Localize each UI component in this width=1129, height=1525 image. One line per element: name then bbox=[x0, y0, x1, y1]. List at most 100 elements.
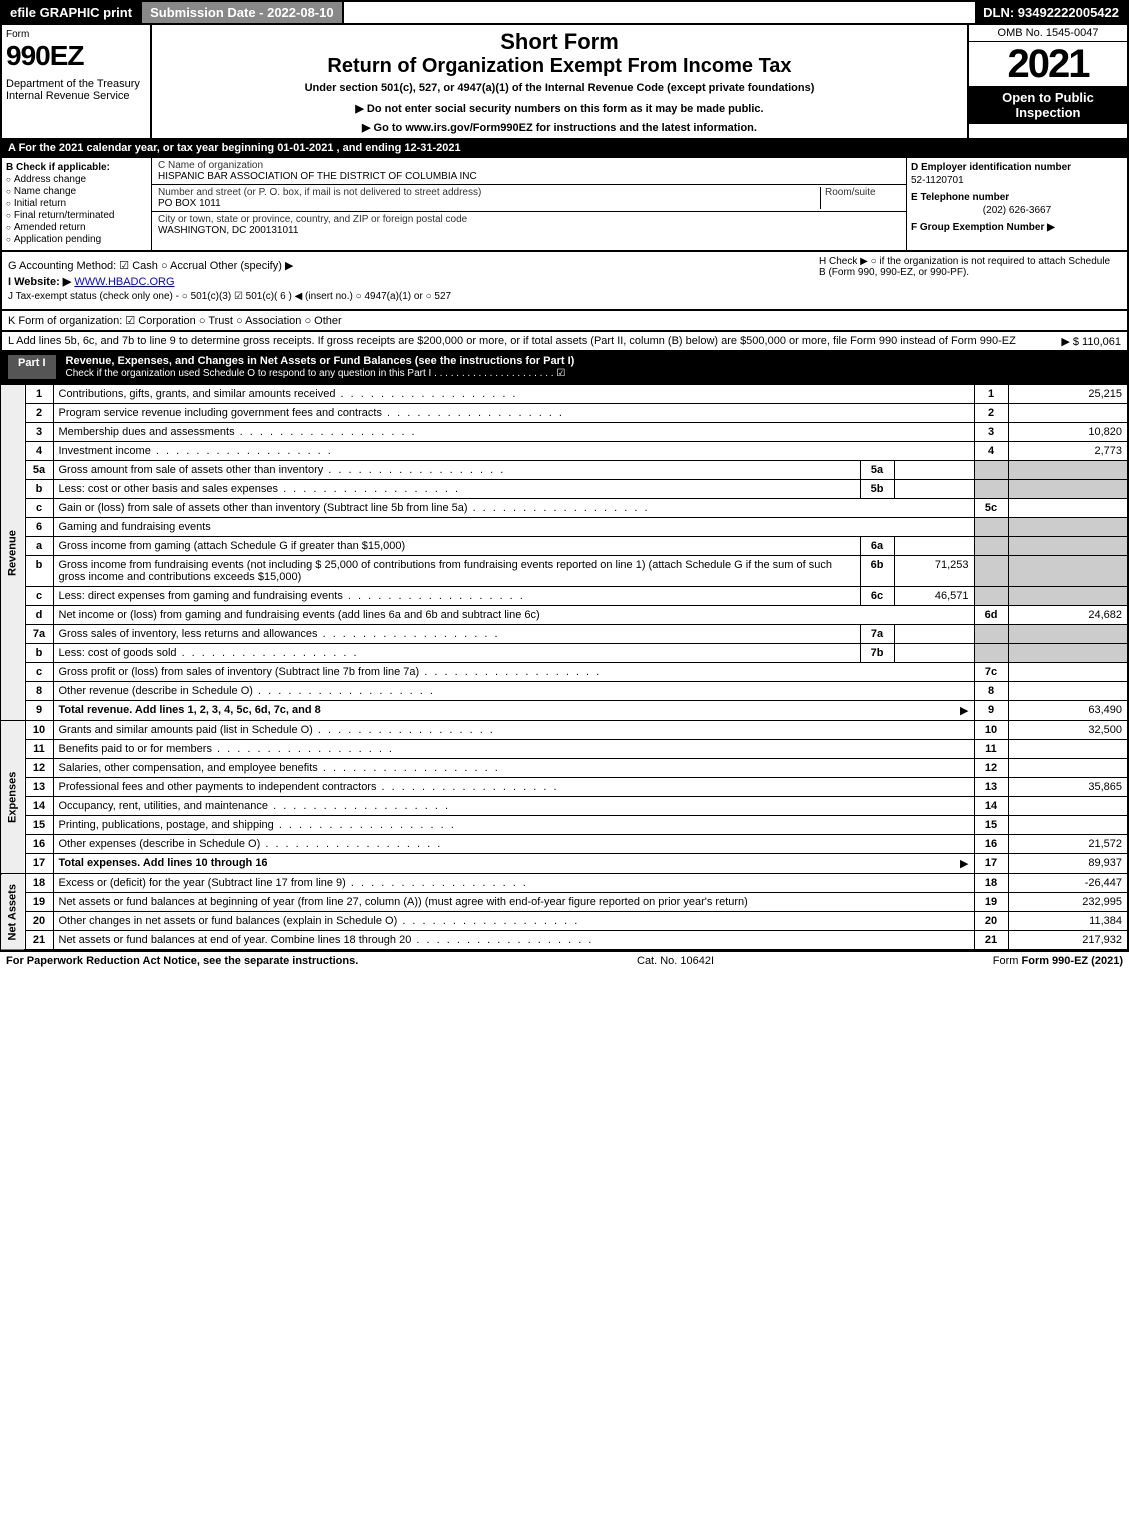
line-desc: Gross amount from sale of assets other t… bbox=[53, 461, 860, 480]
footer-mid: Cat. No. 10642I bbox=[637, 955, 714, 967]
shade bbox=[1008, 480, 1128, 499]
header-center: Short Form Return of Organization Exempt… bbox=[152, 25, 967, 138]
line-rnum: 16 bbox=[974, 835, 1008, 854]
shade bbox=[974, 644, 1008, 663]
line-desc: Salaries, other compensation, and employ… bbox=[53, 759, 974, 778]
line-amt bbox=[1008, 740, 1128, 759]
subval bbox=[894, 625, 974, 644]
line-rnum: 17 bbox=[974, 854, 1008, 874]
shade bbox=[1008, 625, 1128, 644]
check-name-change[interactable]: Name change bbox=[6, 186, 147, 197]
subval: 71,253 bbox=[894, 556, 974, 587]
line-amt: 217,932 bbox=[1008, 931, 1128, 951]
line-amt: 63,490 bbox=[1008, 701, 1128, 721]
c-city-label: City or town, state or province, country… bbox=[158, 214, 467, 225]
tax-year: 2021 bbox=[969, 42, 1127, 86]
subcol: 5a bbox=[860, 461, 894, 480]
line-desc: Gross income from fundraising events (no… bbox=[53, 556, 860, 587]
line-desc: Other changes in net assets or fund bala… bbox=[53, 912, 974, 931]
subval: 46,571 bbox=[894, 587, 974, 606]
line-rnum: 10 bbox=[974, 721, 1008, 740]
line-amt bbox=[1008, 816, 1128, 835]
check-final-return[interactable]: Final return/terminated bbox=[6, 210, 147, 221]
line-amt: 32,500 bbox=[1008, 721, 1128, 740]
line-rnum: 21 bbox=[974, 931, 1008, 951]
ein-value: 52-1120701 bbox=[911, 175, 1123, 186]
do-not-note: ▶ Do not enter social security numbers o… bbox=[160, 102, 959, 115]
tel-value: (202) 626-3667 bbox=[911, 205, 1123, 216]
department: Department of the Treasury Internal Reve… bbox=[6, 78, 146, 102]
line-desc: Investment income bbox=[53, 442, 974, 461]
shade bbox=[1008, 518, 1128, 537]
line-desc: Benefits paid to or for members bbox=[53, 740, 974, 759]
c-name-label: C Name of organization bbox=[158, 160, 263, 171]
footer-left: For Paperwork Reduction Act Notice, see … bbox=[6, 955, 358, 967]
l-amount: ▶ $ 110,061 bbox=[1061, 335, 1121, 348]
footer-form: Form 990-EZ (2021) bbox=[1022, 955, 1123, 967]
line-rnum: 5c bbox=[974, 499, 1008, 518]
line-amt: -26,447 bbox=[1008, 874, 1128, 893]
line-rnum: 7c bbox=[974, 663, 1008, 682]
part1-check: Check if the organization used Schedule … bbox=[66, 368, 566, 379]
line-amt bbox=[1008, 797, 1128, 816]
subval bbox=[894, 461, 974, 480]
efile-label[interactable]: efile GRAPHIC print bbox=[2, 2, 142, 23]
part1-label: Part I bbox=[8, 355, 56, 379]
check-initial-return[interactable]: Initial return bbox=[6, 198, 147, 209]
line-desc: Contributions, gifts, grants, and simila… bbox=[53, 385, 974, 404]
topbar: efile GRAPHIC print Submission Date - 20… bbox=[0, 0, 1129, 25]
submission-date: Submission Date - 2022-08-10 bbox=[142, 2, 344, 23]
form-header: Form 990EZ Department of the Treasury In… bbox=[0, 25, 1129, 140]
line-desc: Net assets or fund balances at end of ye… bbox=[53, 931, 974, 951]
line-rnum: 18 bbox=[974, 874, 1008, 893]
line-amt bbox=[1008, 404, 1128, 423]
k-row: K Form of organization: ☑ Corporation ○ … bbox=[0, 311, 1129, 332]
row-a: A For the 2021 calendar year, or tax yea… bbox=[0, 140, 1129, 158]
form-label: Form bbox=[6, 29, 146, 40]
website-link[interactable]: WWW.HBADC.ORG bbox=[74, 276, 174, 288]
subcol: 6c bbox=[860, 587, 894, 606]
shade bbox=[1008, 587, 1128, 606]
line-desc: Program service revenue including govern… bbox=[53, 404, 974, 423]
line-desc: Membership dues and assessments bbox=[53, 423, 974, 442]
check-address-change[interactable]: Address change bbox=[6, 174, 147, 185]
line-rnum: 4 bbox=[974, 442, 1008, 461]
shade bbox=[1008, 644, 1128, 663]
line-rnum: 8 bbox=[974, 682, 1008, 701]
shade bbox=[1008, 556, 1128, 587]
line-rnum: 14 bbox=[974, 797, 1008, 816]
subval bbox=[894, 480, 974, 499]
line-num: 1 bbox=[25, 385, 53, 404]
line-desc: Gross profit or (loss) from sales of inv… bbox=[53, 663, 974, 682]
header-right: OMB No. 1545-0047 2021 Open to Public In… bbox=[967, 25, 1127, 138]
group-exemption: F Group Exemption Number ▶ bbox=[911, 222, 1123, 233]
check-pending[interactable]: Application pending bbox=[6, 234, 147, 245]
i-label: I Website: ▶ bbox=[8, 276, 71, 288]
section-d: D Employer identification number 52-1120… bbox=[907, 158, 1127, 250]
line-rnum: 15 bbox=[974, 816, 1008, 835]
l-row: L Add lines 5b, 6c, and 7b to line 9 to … bbox=[0, 332, 1129, 352]
header-left: Form 990EZ Department of the Treasury In… bbox=[2, 25, 152, 138]
line-rnum: 19 bbox=[974, 893, 1008, 912]
shade bbox=[974, 587, 1008, 606]
line-desc: Net assets or fund balances at beginning… bbox=[53, 893, 974, 912]
side-revenue: Revenue bbox=[1, 385, 25, 721]
line-desc: Other revenue (describe in Schedule O) bbox=[53, 682, 974, 701]
shade bbox=[974, 537, 1008, 556]
line-desc: Total revenue. Add lines 1, 2, 3, 4, 5c,… bbox=[53, 701, 974, 721]
lines-table: Revenue 1 Contributions, gifts, grants, … bbox=[0, 384, 1129, 951]
line-desc: Professional fees and other payments to … bbox=[53, 778, 974, 797]
room-label: Room/suite bbox=[825, 187, 876, 198]
line-amt bbox=[1008, 499, 1128, 518]
check-amended[interactable]: Amended return bbox=[6, 222, 147, 233]
dln: DLN: 93492222005422 bbox=[975, 2, 1127, 23]
side-expenses: Expenses bbox=[1, 721, 25, 874]
total-exp-text: Total expenses. Add lines 10 through 16 bbox=[59, 857, 268, 869]
line-rnum: 3 bbox=[974, 423, 1008, 442]
shade bbox=[974, 556, 1008, 587]
goto-link[interactable]: ▶ Go to www.irs.gov/Form990EZ for instru… bbox=[160, 121, 959, 134]
line-desc: Less: direct expenses from gaming and fu… bbox=[53, 587, 860, 606]
line-amt: 24,682 bbox=[1008, 606, 1128, 625]
line-desc: Gain or (loss) from sale of assets other… bbox=[53, 499, 974, 518]
line-amt bbox=[1008, 759, 1128, 778]
